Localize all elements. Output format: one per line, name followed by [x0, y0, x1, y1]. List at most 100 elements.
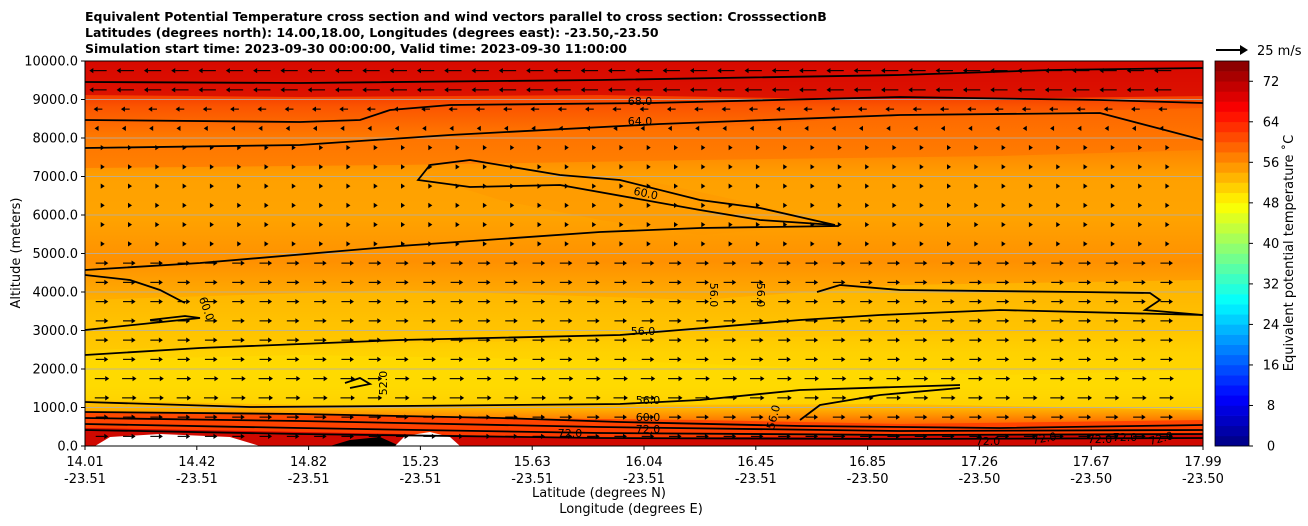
wind-vector-head: [1087, 318, 1092, 324]
wind-vector-head: [744, 68, 749, 74]
colorbar: 0 8 16 24 32 40 48 56 64 72: [1215, 61, 1279, 455]
wind-vector-head: [319, 164, 324, 170]
x-tick-label-lat: 16.85: [849, 455, 886, 470]
wind-vector-head: [93, 106, 98, 112]
wind-vector-head: [404, 337, 409, 343]
wind-vector-head: [950, 260, 955, 266]
y-axis-label: Altitude (meters): [9, 198, 24, 309]
wind-vector-head: [131, 337, 136, 343]
wind-vector-head: [732, 260, 737, 266]
wind-vector-head: [432, 395, 437, 401]
wind-vector-head: [401, 241, 406, 247]
quiver-key-label: 25 m/s: [1257, 44, 1302, 59]
wind-vector-head: [105, 395, 110, 401]
wind-vector-head: [650, 318, 655, 324]
wind-vector-head: [950, 414, 955, 420]
wind-vector-head: [366, 106, 371, 112]
wind-vector-head: [541, 260, 546, 266]
wind-vector-head: [1103, 106, 1108, 112]
x-axis-label-line-1: Latitude (degrees N): [532, 486, 666, 501]
x-tick-label-lon: -23.51: [399, 472, 441, 487]
wind-vector-head: [428, 164, 433, 170]
contour-line-60-upper: [416, 159, 836, 226]
wind-vector-head: [759, 279, 764, 285]
wind-vector-head: [677, 260, 682, 266]
wind-vector-head: [349, 356, 354, 362]
wind-vector-head: [701, 164, 706, 170]
wind-vector-head: [865, 202, 870, 208]
wind-vector-head: [100, 145, 105, 151]
wind-vector-head: [373, 183, 378, 189]
colorbar-band: [1215, 415, 1249, 427]
wind-vector-head: [977, 433, 982, 439]
wind-vector-head: [1017, 87, 1022, 93]
wind-vector-head: [213, 318, 218, 324]
wind-vector-head: [759, 433, 764, 439]
wind-vector-head: [701, 145, 706, 151]
wind-vector-head: [881, 68, 886, 74]
wind-vector-head: [865, 145, 870, 151]
wind-vector-head: [1110, 241, 1115, 247]
wind-vector-head: [1138, 222, 1143, 228]
wind-vector-head: [322, 260, 327, 266]
colorbar-band: [1215, 172, 1249, 183]
colorbar-frame: [1214, 60, 1250, 447]
wind-vector-head: [1110, 222, 1115, 228]
wind-vector-head: [748, 106, 753, 112]
wind-vector-head: [759, 260, 764, 266]
wind-vector-head: [704, 318, 709, 324]
wind-vector-head: [619, 202, 624, 208]
wind-vector-head: [678, 395, 683, 401]
wind-vector-head: [923, 414, 928, 420]
wind-vector-head: [695, 125, 700, 131]
wind-vector-head: [1056, 164, 1061, 170]
wind-vector-head: [377, 299, 382, 305]
wind-vector-head: [131, 260, 136, 266]
wind-vector-head: [1114, 356, 1119, 362]
wind-vector-head: [510, 222, 515, 228]
wind-vector-head: [1142, 376, 1147, 382]
wind-vector-head: [1114, 318, 1119, 324]
wind-vector-head: [868, 260, 873, 266]
colorbar-tick-label: 40: [1263, 237, 1280, 252]
wind-vector-head: [475, 106, 480, 112]
wind-vector-head: [923, 433, 928, 439]
wind-vector-head: [431, 279, 436, 285]
wind-vector-head: [295, 337, 300, 343]
colorbar-band: [1215, 131, 1249, 143]
wind-vector-head: [448, 106, 453, 112]
wind-vector-head: [732, 318, 737, 324]
wind-vector-head: [608, 87, 613, 93]
wind-vector-head: [541, 279, 546, 285]
wind-vector-head: [1087, 356, 1092, 362]
wind-vector-head: [810, 183, 815, 189]
wind-vector-head: [237, 183, 242, 189]
wind-vector-head: [978, 376, 983, 382]
wind-vector-head: [240, 279, 245, 285]
wind-vector-head: [895, 260, 900, 266]
wind-vector-head: [377, 433, 382, 439]
wind-vector-head: [1059, 260, 1064, 266]
wind-vector-head: [810, 241, 815, 247]
wind-vector-head: [1138, 241, 1143, 247]
wind-vector-head: [346, 164, 351, 170]
wind-vector-head: [322, 356, 327, 362]
wind-vector-head: [1059, 337, 1064, 343]
wind-vector-head: [159, 395, 164, 401]
wind-vector-head: [1165, 145, 1170, 151]
wind-vector-head: [158, 337, 163, 343]
wind-vector-head: [950, 279, 955, 285]
contour-label: 56.0: [764, 404, 783, 431]
wind-vector-head: [209, 145, 214, 151]
wind-vector-head: [431, 260, 436, 266]
x-tick-label-lon: -23.51: [623, 472, 665, 487]
wind-vector-head: [202, 106, 207, 112]
wind-vector-head: [322, 279, 327, 285]
wind-vector-head: [537, 183, 542, 189]
wind-vector-head: [128, 164, 133, 170]
wind-vector-head: [674, 241, 679, 247]
wind-vector-head: [977, 299, 982, 305]
wind-vector-head: [892, 183, 897, 189]
terrain-black: [330, 437, 400, 446]
wind-vector-head: [455, 202, 460, 208]
